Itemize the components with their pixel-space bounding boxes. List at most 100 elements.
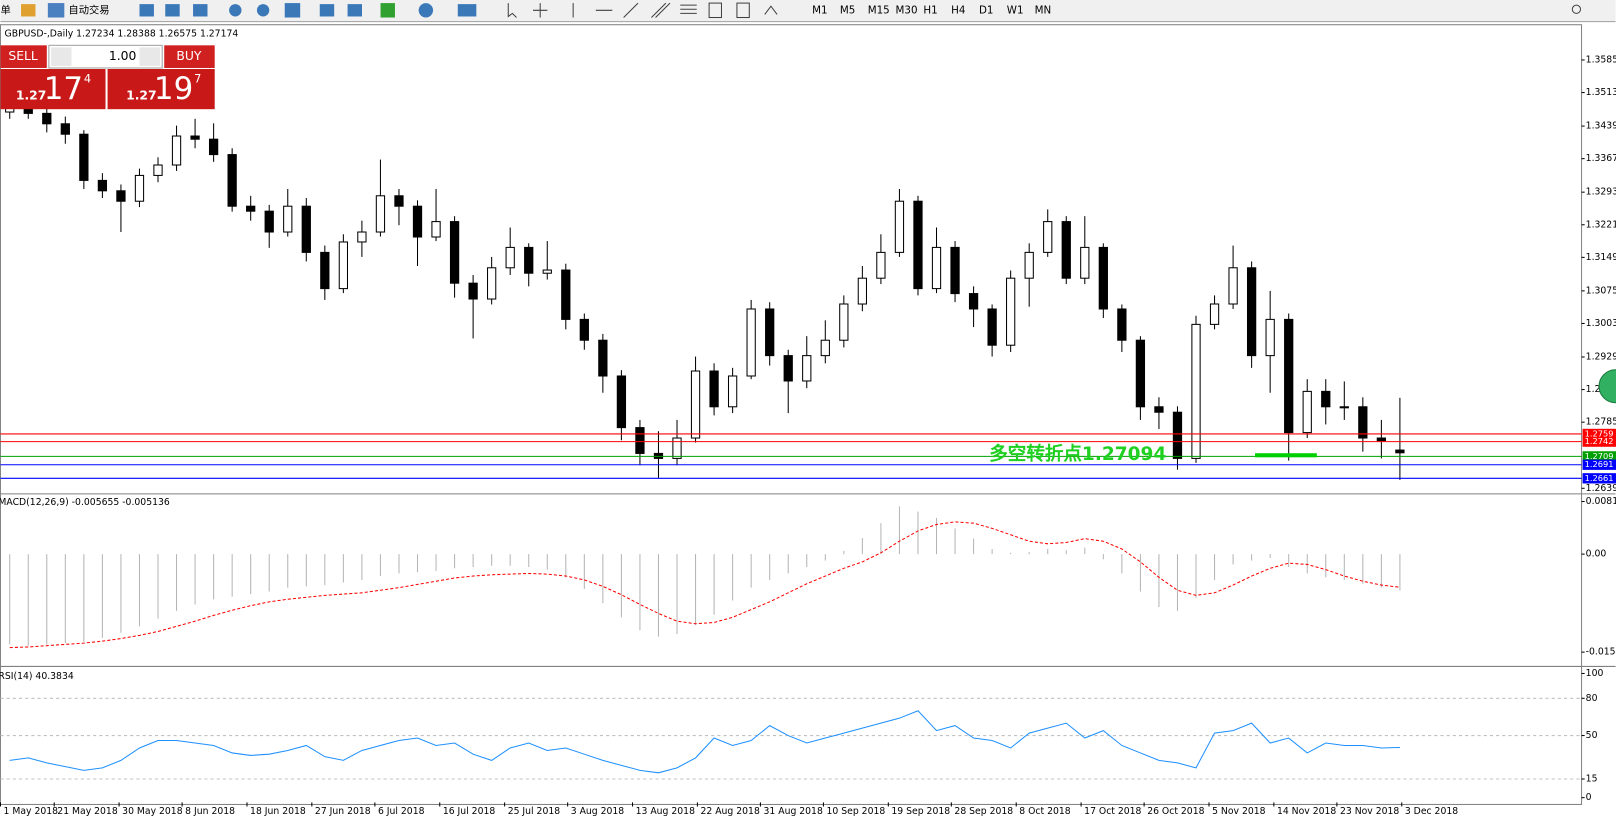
price-tag (1582, 473, 1616, 484)
y-tick-label: 1.3149 (1586, 252, 1616, 263)
icon-channel[interactable] (651, 2, 671, 18)
timeframe-button[interactable]: H4 (951, 4, 965, 16)
candle-body (783, 355, 793, 382)
icon[interactable] (319, 4, 335, 17)
candle-body (524, 246, 534, 274)
icon[interactable] (193, 4, 208, 17)
ask-small: 7 (194, 71, 201, 85)
sell-label[interactable]: SELL (8, 49, 38, 63)
icon-zoom-out[interactable] (256, 4, 270, 17)
candle-body (190, 135, 200, 140)
timeframe-button[interactable]: D1 (979, 4, 993, 16)
candle-body (968, 293, 979, 310)
y-tick-label: 1.3221 (1586, 219, 1616, 230)
x-tick-label: 18 Jun 2018 (250, 806, 306, 817)
icon-cursor[interactable] (507, 3, 517, 18)
x-tick-label: 3 Dec 2018 (1405, 806, 1458, 817)
icon[interactable] (21, 4, 36, 17)
toolbar-text[interactable]: 单 (0, 4, 10, 16)
timeframe-button[interactable]: H1 (923, 4, 937, 16)
sell-button[interactable] (0, 45, 47, 68)
timeframe-button[interactable]: MN (1035, 4, 1052, 16)
candle-body (1358, 406, 1368, 439)
x-tick-label: 8 Oct 2018 (1019, 806, 1070, 817)
ask-main: 19 (154, 71, 193, 107)
marker-segment (1255, 453, 1317, 458)
x-tick-label: 22 Aug 2018 (700, 806, 759, 817)
candle-body (857, 277, 868, 305)
price-tag-label: 1.2661 (1585, 473, 1614, 483)
timeframe-button[interactable]: M5 (840, 4, 855, 16)
x-tick-label: 5 Nov 2018 (1212, 806, 1266, 817)
icon-trendline[interactable] (623, 2, 639, 18)
icon-fibo[interactable] (680, 4, 697, 14)
candle-body (375, 195, 386, 233)
candle-body (264, 210, 274, 233)
candle-body (505, 246, 515, 269)
lot-down[interactable] (50, 47, 72, 66)
candle-body (950, 246, 960, 295)
icon-autotrade[interactable] (47, 3, 65, 18)
icon-text[interactable] (708, 2, 722, 19)
candle-body (1284, 318, 1294, 434)
candle-body (1006, 277, 1016, 346)
candle-body (802, 355, 812, 382)
timeframe-button[interactable]: W1 (1007, 4, 1024, 16)
x-tick-label: 16 Jul 2018 (443, 806, 496, 817)
icon-zoom-in[interactable] (229, 4, 242, 17)
x-tick-label: 1 May 2018 (4, 806, 59, 817)
icon-label[interactable] (736, 2, 750, 19)
candle-body (338, 241, 348, 290)
icon-periods[interactable] (418, 3, 434, 18)
icon[interactable] (139, 4, 154, 17)
icon[interactable] (165, 4, 180, 17)
timeframe-button[interactable]: M15 (868, 4, 890, 16)
candle-body (1339, 406, 1349, 409)
price-tag (1582, 436, 1616, 447)
candle-body (227, 154, 237, 207)
timeframe-button[interactable]: M30 (896, 4, 918, 16)
y-tick-label: 1.3439 (1586, 121, 1616, 132)
y-tick-label: 1.3513 (1586, 87, 1616, 98)
ask-box[interactable] (107, 69, 215, 110)
icon-templates[interactable] (457, 4, 477, 17)
candle-body (913, 200, 923, 290)
price-tag (1582, 428, 1616, 440)
x-tick-label: 10 Sep 2018 (827, 806, 886, 817)
candle-body (1117, 308, 1127, 341)
timeframe-button[interactable]: M1 (812, 4, 827, 16)
candle-body (1376, 437, 1387, 442)
lot-value[interactable]: 1.00 (109, 49, 137, 63)
candle-body (301, 205, 311, 253)
bid-main: 17 (44, 71, 83, 107)
candle-body (1135, 339, 1146, 408)
icon-search[interactable] (1571, 4, 1582, 14)
one-click-panel: SELL 1.00 BUY 1.27 17 4 1.27 19 7 (0, 44, 215, 110)
y-tick-label: 1.3075 (1586, 285, 1616, 296)
toolbar-text[interactable]: 自动交易 (68, 3, 109, 16)
y-tick-label: 1.3367 (1586, 153, 1616, 164)
icon[interactable] (284, 3, 301, 18)
candle-body (320, 251, 330, 290)
x-tick-label: 21 May 2018 (57, 806, 118, 817)
y-tick-label: -0.0152 (1586, 647, 1616, 658)
rsi-line (9, 710, 1400, 774)
candle-body (1043, 221, 1053, 253)
lot-up[interactable] (139, 47, 161, 66)
candle-body (746, 308, 756, 377)
lot-field[interactable] (48, 44, 163, 69)
bid-box[interactable] (0, 69, 106, 110)
y-tick-label: 0 (1586, 792, 1592, 803)
x-tick-label: 8 Jun 2018 (185, 806, 235, 817)
x-tick-label: 14 Nov 2018 (1277, 806, 1336, 817)
buy-button[interactable] (164, 45, 215, 68)
icon-crosshair[interactable] (532, 3, 548, 18)
candle-body (1302, 390, 1312, 434)
candle-body (931, 246, 942, 290)
icon-indicators[interactable] (380, 3, 395, 18)
buy-label[interactable]: BUY (176, 49, 202, 63)
candle-body (1191, 323, 1201, 459)
icon[interactable] (347, 4, 362, 17)
icon-arrows[interactable] (764, 5, 778, 15)
